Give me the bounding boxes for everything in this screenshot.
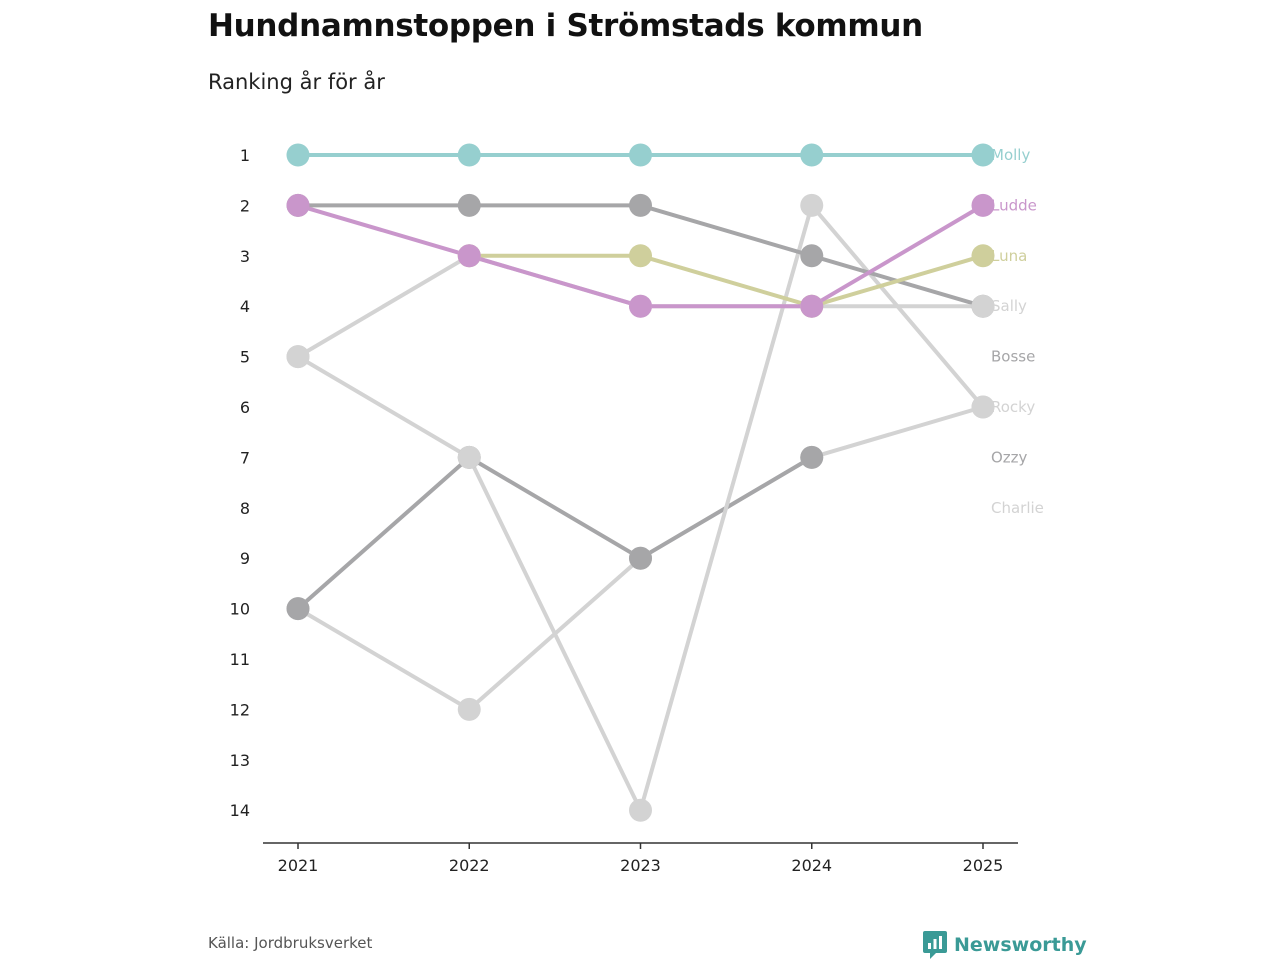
series-point-sally[interactable] [286,345,310,369]
y-tick-label: 6 [240,398,250,417]
y-tick-label: 8 [240,499,250,518]
series-point-rocky[interactable] [971,395,995,419]
series-label-luna: Luna [991,247,1027,265]
x-tick-label: 2024 [791,856,832,875]
series-line-ozzy [467,455,643,561]
brand-name: Newsworthy [954,934,1087,956]
series-point-ludde[interactable] [971,193,995,217]
y-tick-label: 11 [230,650,250,669]
series-line-rocky [296,354,472,460]
y-tick-label: 12 [230,700,250,719]
series-point-ozzy[interactable] [286,597,310,621]
source-note: Källa: Jordbruksverket [208,934,373,952]
series-point-molly[interactable] [800,143,824,167]
y-tick-label: 13 [230,751,250,770]
series-point-molly[interactable] [971,143,995,167]
series-point-ozzy[interactable] [800,445,824,469]
series-point-bosse[interactable] [629,193,652,217]
series-point-sally[interactable] [971,294,995,318]
y-tick-label: 1 [240,146,250,165]
series-points [286,143,995,822]
series-line-charlie [296,606,472,712]
series-line-ludde [296,203,472,258]
series-point-molly[interactable] [629,143,652,167]
series-line-sally [296,253,472,359]
series-point-rocky[interactable] [457,445,481,469]
series-point-rocky[interactable] [800,193,824,217]
series-label-sally: Sally [991,297,1027,315]
series-point-molly[interactable] [457,143,481,167]
x-tick-label: 2025 [963,856,1004,875]
brand-logo[interactable]: Newsworthy [922,930,1087,960]
series-label-molly: Molly [991,146,1030,164]
series-line-rocky [467,455,643,813]
series-label-ludde: Ludde [991,196,1037,214]
series-label-charlie: Charlie [991,499,1044,517]
series-line-luna [809,253,985,309]
series-line-rocky [638,203,814,813]
series-line-ludde [809,203,985,309]
series-label-ozzy: Ozzy [991,448,1028,466]
x-axis: 2021 2022 2023 2024 2025 [263,842,1018,875]
series-point-bosse[interactable] [457,193,481,217]
series-point-molly[interactable] [286,143,310,167]
chart-subtitle: Ranking år för år [208,70,385,94]
series-point-luna[interactable] [629,244,652,268]
series-line-luna [638,253,814,309]
newsworthy-logo-icon [923,931,947,959]
series-lines [296,153,985,813]
series-line-charlie [809,405,985,460]
y-tick-label: 9 [240,549,250,568]
x-tick-label: 2022 [449,856,490,875]
y-tick-label: 7 [240,448,250,467]
series-point-ludde[interactable] [800,294,824,318]
series-point-ludde[interactable] [457,244,481,268]
series-line-bosse [638,203,814,258]
series-point-rocky[interactable] [629,798,652,822]
series-line-ludde [467,253,643,309]
series-point-ludde[interactable] [286,193,310,217]
x-tick-label: 2023 [620,856,661,875]
series-point-bosse[interactable] [800,244,824,268]
series-labels: Molly Ludde Luna Sally Bosse Rocky Ozzy Charlie [991,146,1044,517]
series-point-ludde[interactable] [629,294,652,318]
y-tick-label: 14 [230,801,250,820]
series-line-ozzy [296,455,472,611]
chart-title: Hundnamnstoppen i Strömstads kommun [208,8,923,44]
series-point-charlie[interactable] [457,697,481,721]
y-tick-label: 2 [240,196,250,215]
y-tick-label: 10 [230,600,250,619]
y-tick-label: 4 [240,297,250,316]
series-point-luna[interactable] [971,244,995,268]
y-tick-label: 5 [240,348,250,367]
x-tick-label: 2021 [278,856,319,875]
y-tick-label: 3 [240,247,250,266]
series-point-ozzy[interactable] [629,546,652,570]
series-label-rocky: Rocky [991,398,1035,416]
series-label-bosse: Bosse [991,348,1035,366]
